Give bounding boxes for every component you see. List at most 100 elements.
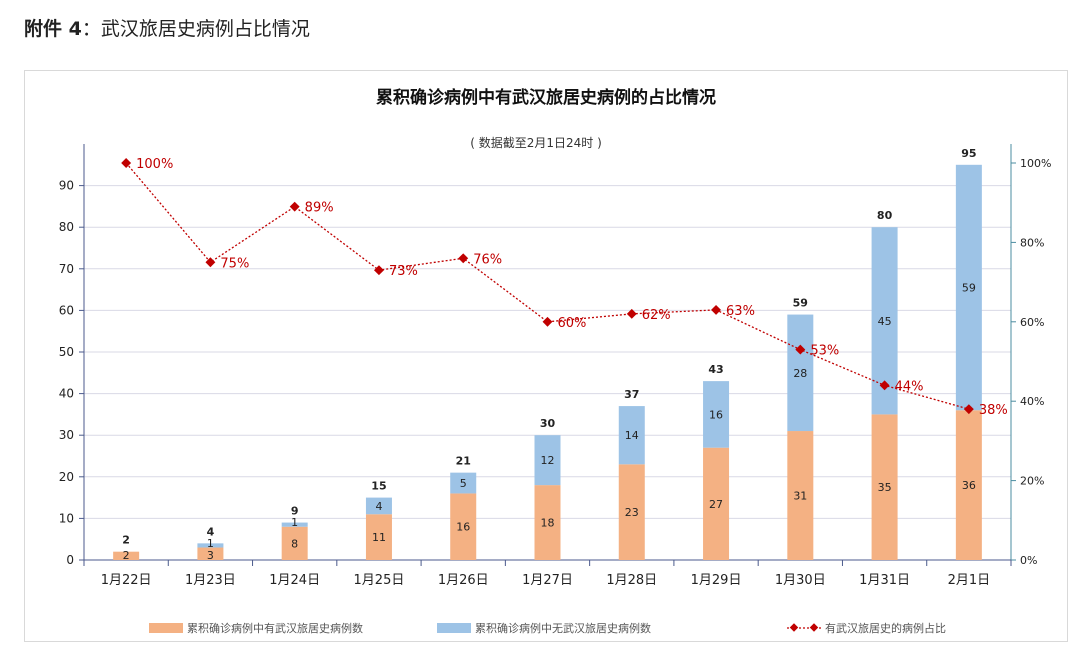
percent-marker bbox=[289, 201, 300, 212]
x-tick-label: 1月24日 bbox=[269, 573, 320, 588]
bar-total-label: 43 bbox=[708, 363, 723, 376]
right-tick-label: 60% bbox=[1020, 316, 1044, 329]
bar-value-label: 23 bbox=[625, 506, 639, 519]
bar-value-label: 4 bbox=[375, 500, 382, 513]
bar-total-label: 15 bbox=[371, 480, 386, 493]
chart-title: 累积确诊病例中有武汉旅居史病例的占比情况 bbox=[376, 87, 716, 108]
right-tick-label: 100% bbox=[1020, 157, 1051, 170]
bar-value-label: 2 bbox=[123, 549, 130, 562]
x-tick-label: 1月23日 bbox=[185, 573, 236, 588]
bar-value-label: 3 bbox=[207, 549, 214, 562]
legend-swatch-with-history bbox=[149, 623, 183, 633]
percent-label: 53% bbox=[810, 344, 839, 359]
page-header-title: 武汉旅居史病例占比情况 bbox=[100, 18, 310, 40]
left-tick-label: 20 bbox=[59, 470, 74, 484]
bar-with-wuhan-history bbox=[281, 526, 308, 560]
bar-value-label: 59 bbox=[962, 282, 976, 295]
bar-with-wuhan-history bbox=[113, 551, 140, 560]
legend-label-percent: 有武汉旅居史的病例占比 bbox=[825, 621, 946, 635]
page-header-prefix: 附件 4 bbox=[24, 18, 82, 40]
percent-label: 89% bbox=[305, 201, 334, 216]
bar-value-label: 16 bbox=[456, 521, 470, 534]
x-tick-label: 1月26日 bbox=[438, 573, 489, 588]
bar-value-label: 35 bbox=[878, 481, 892, 494]
legend-label-with-history: 累积确诊病例中有武汉旅居史病例数 bbox=[187, 621, 363, 635]
x-tick-label: 1月29日 bbox=[691, 573, 742, 588]
x-tick-label: 1月27日 bbox=[522, 573, 573, 588]
percent-label: 73% bbox=[389, 264, 418, 279]
percent-label: 75% bbox=[220, 256, 249, 271]
x-tick-label: 1月28日 bbox=[606, 573, 657, 588]
page-header-colon: ： bbox=[81, 18, 101, 40]
bar-without-wuhan-history bbox=[281, 522, 308, 527]
bar-total-label: 21 bbox=[456, 455, 471, 468]
bar-with-wuhan-history bbox=[365, 514, 392, 560]
bar-value-label: 28 bbox=[793, 367, 807, 380]
percent-label: 62% bbox=[642, 308, 671, 323]
bar-with-wuhan-history bbox=[450, 493, 477, 560]
bar-value-label: 1 bbox=[291, 516, 298, 529]
bar-value-label: 12 bbox=[541, 454, 555, 467]
percent-marker bbox=[626, 308, 637, 319]
bar-with-wuhan-history bbox=[534, 485, 561, 560]
bar-value-label: 8 bbox=[291, 537, 298, 550]
bar-total-label: 59 bbox=[793, 297, 808, 310]
bar-value-label: 1 bbox=[207, 537, 214, 550]
bar-value-label: 11 bbox=[372, 531, 386, 544]
percent-marker bbox=[879, 380, 890, 391]
percent-marker bbox=[121, 158, 132, 168]
bar-total-label: 4 bbox=[207, 525, 215, 538]
left-tick-label: 90 bbox=[59, 179, 74, 193]
left-tick-label: 50 bbox=[59, 345, 74, 359]
left-tick-label: 10 bbox=[59, 511, 74, 525]
bar-value-label: 14 bbox=[625, 429, 639, 442]
legend-marker-percent bbox=[789, 623, 799, 632]
bar-total-label: 95 bbox=[961, 147, 976, 160]
left-tick-label: 0 bbox=[66, 553, 74, 567]
right-tick-label: 40% bbox=[1020, 395, 1044, 408]
left-tick-label: 60 bbox=[59, 303, 74, 317]
left-tick-label: 40 bbox=[59, 387, 74, 401]
chart-frame: 累积确诊病例中有武汉旅居史病例的占比情况 ( 数据截至2月1日24时 ) 0 10… bbox=[24, 70, 1068, 642]
bar-with-wuhan-history bbox=[955, 410, 982, 560]
percent-label: 60% bbox=[558, 316, 587, 331]
bar-with-wuhan-history bbox=[787, 431, 814, 560]
bar-value-label: 36 bbox=[962, 479, 976, 492]
left-tick-label: 70 bbox=[59, 262, 74, 276]
bar-value-label: 27 bbox=[709, 498, 723, 511]
left-tick-label: 30 bbox=[59, 428, 74, 442]
legend-swatch-without-history bbox=[437, 623, 471, 633]
bar-total-label: 9 bbox=[291, 505, 299, 518]
percent-line bbox=[125, 162, 970, 410]
bar-without-wuhan-history bbox=[534, 435, 561, 486]
percent-label: 76% bbox=[473, 252, 502, 267]
bar-total-label: 80 bbox=[877, 209, 893, 222]
percent-marker bbox=[963, 404, 974, 415]
bar-without-wuhan-history bbox=[787, 314, 814, 432]
bar-without-wuhan-history bbox=[365, 497, 392, 515]
x-tick-label: 1月30日 bbox=[775, 573, 826, 588]
percent-label: 63% bbox=[726, 304, 755, 319]
percent-label: 44% bbox=[895, 379, 924, 394]
bar-with-wuhan-history bbox=[197, 547, 224, 560]
right-tick-label: 0% bbox=[1020, 554, 1037, 567]
bar-without-wuhan-history bbox=[955, 164, 982, 411]
bar-value-label: 45 bbox=[878, 315, 892, 328]
right-tick-label: 80% bbox=[1020, 236, 1044, 249]
percent-marker bbox=[374, 265, 384, 276]
x-tick-label: 2月1日 bbox=[948, 573, 991, 588]
page-header: 附件 4：武汉旅居史病例占比情况 bbox=[24, 14, 310, 41]
bar-total-label: 37 bbox=[624, 388, 639, 401]
percent-label: 38% bbox=[979, 403, 1008, 418]
bar-without-wuhan-history bbox=[450, 472, 477, 494]
bar-with-wuhan-history bbox=[703, 447, 730, 560]
chart-subtitle: ( 数据截至2月1日24时 ) bbox=[470, 135, 602, 150]
percent-marker bbox=[205, 257, 216, 268]
x-tick-label: 1月22日 bbox=[101, 573, 152, 588]
bar-value-label: 5 bbox=[460, 477, 467, 490]
bar-total-label: 30 bbox=[540, 417, 556, 430]
x-tick-label: 1月25日 bbox=[354, 573, 405, 588]
x-tick-label: 1月31日 bbox=[859, 573, 910, 588]
percent-label: 100% bbox=[136, 157, 173, 172]
bar-without-wuhan-history bbox=[703, 381, 730, 448]
